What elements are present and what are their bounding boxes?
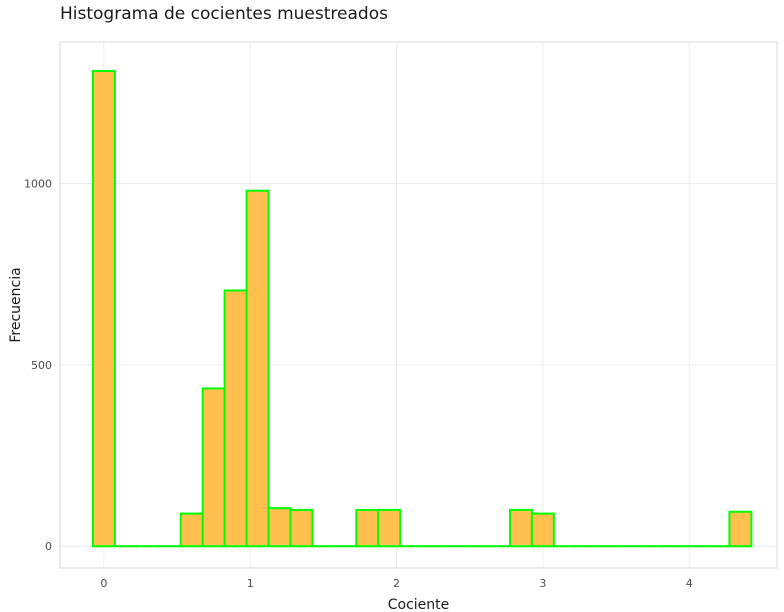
x-tick-label: 0 <box>100 577 107 590</box>
x-tick-label: 4 <box>686 577 693 590</box>
x-tick-label: 3 <box>539 577 546 590</box>
y-tick-label: 0 <box>45 540 52 553</box>
histogram-bar <box>377 508 402 548</box>
chart-title: Histograma de cocientes muestreados <box>60 4 388 24</box>
histogram-bar <box>179 512 204 548</box>
y-tick-label: 1000 <box>24 177 52 190</box>
x-tick-label: 1 <box>247 577 254 590</box>
histogram-bar <box>223 289 248 548</box>
histogram-bar <box>201 387 226 548</box>
histogram-bar <box>508 508 533 548</box>
histogram-bar <box>91 70 116 548</box>
histogram-bar <box>245 189 270 548</box>
histogram-bar <box>728 510 753 548</box>
x-axis-label: Cociente <box>388 597 450 612</box>
y-tick-label: 500 <box>31 359 52 372</box>
histogram-bars <box>91 70 753 548</box>
plot-panel-border <box>59 41 778 569</box>
x-axis-ticks: 0 1 2 3 4 <box>100 577 692 590</box>
y-axis-label: Frecuencia <box>8 267 24 342</box>
histogram-bar <box>289 508 314 548</box>
y-axis-ticks: 0 500 1000 <box>24 177 52 553</box>
histogram-bar <box>355 508 380 548</box>
x-tick-label: 2 <box>393 577 400 590</box>
histogram-bar <box>530 512 555 548</box>
histogram-bar <box>267 507 292 548</box>
grid-lines <box>60 42 777 568</box>
